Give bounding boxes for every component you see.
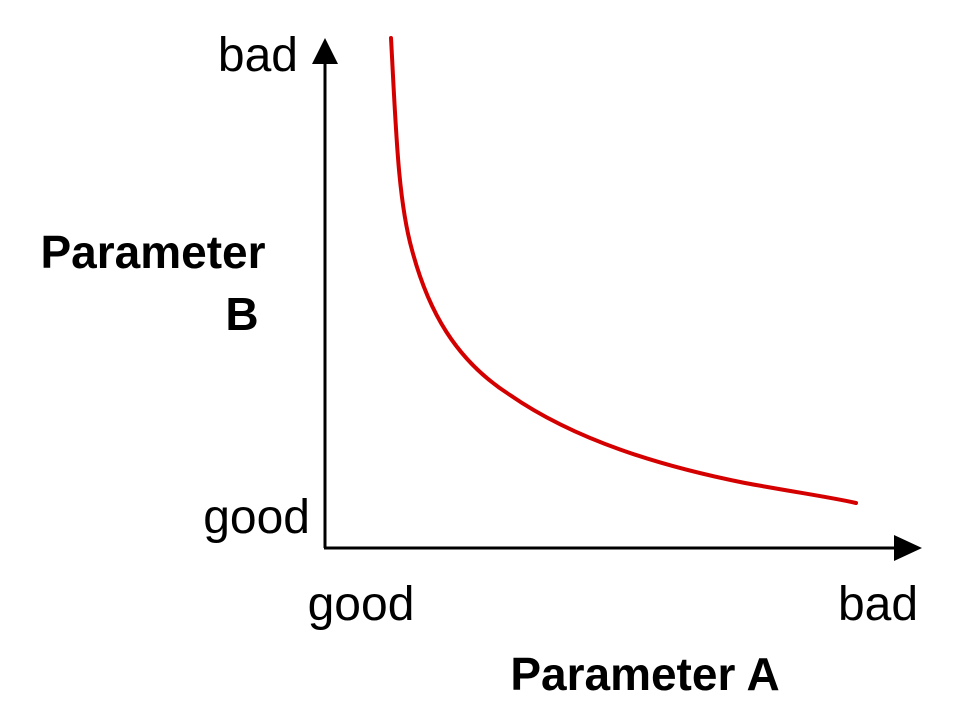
tradeoff-curve <box>389 36 858 505</box>
y-axis-title-line2: B <box>225 288 258 340</box>
y-axis-title-line1: Parameter <box>40 226 265 278</box>
y-axis-arrowhead <box>312 38 338 64</box>
y-axis-low-label: good <box>203 491 310 544</box>
x-axis-low-label: good <box>308 578 415 631</box>
x-axis-arrowhead <box>894 535 922 561</box>
x-axis-high-label: bad <box>838 578 918 631</box>
y-axis-high-label: bad <box>218 29 298 82</box>
x-axis-title: Parameter A <box>510 648 779 700</box>
